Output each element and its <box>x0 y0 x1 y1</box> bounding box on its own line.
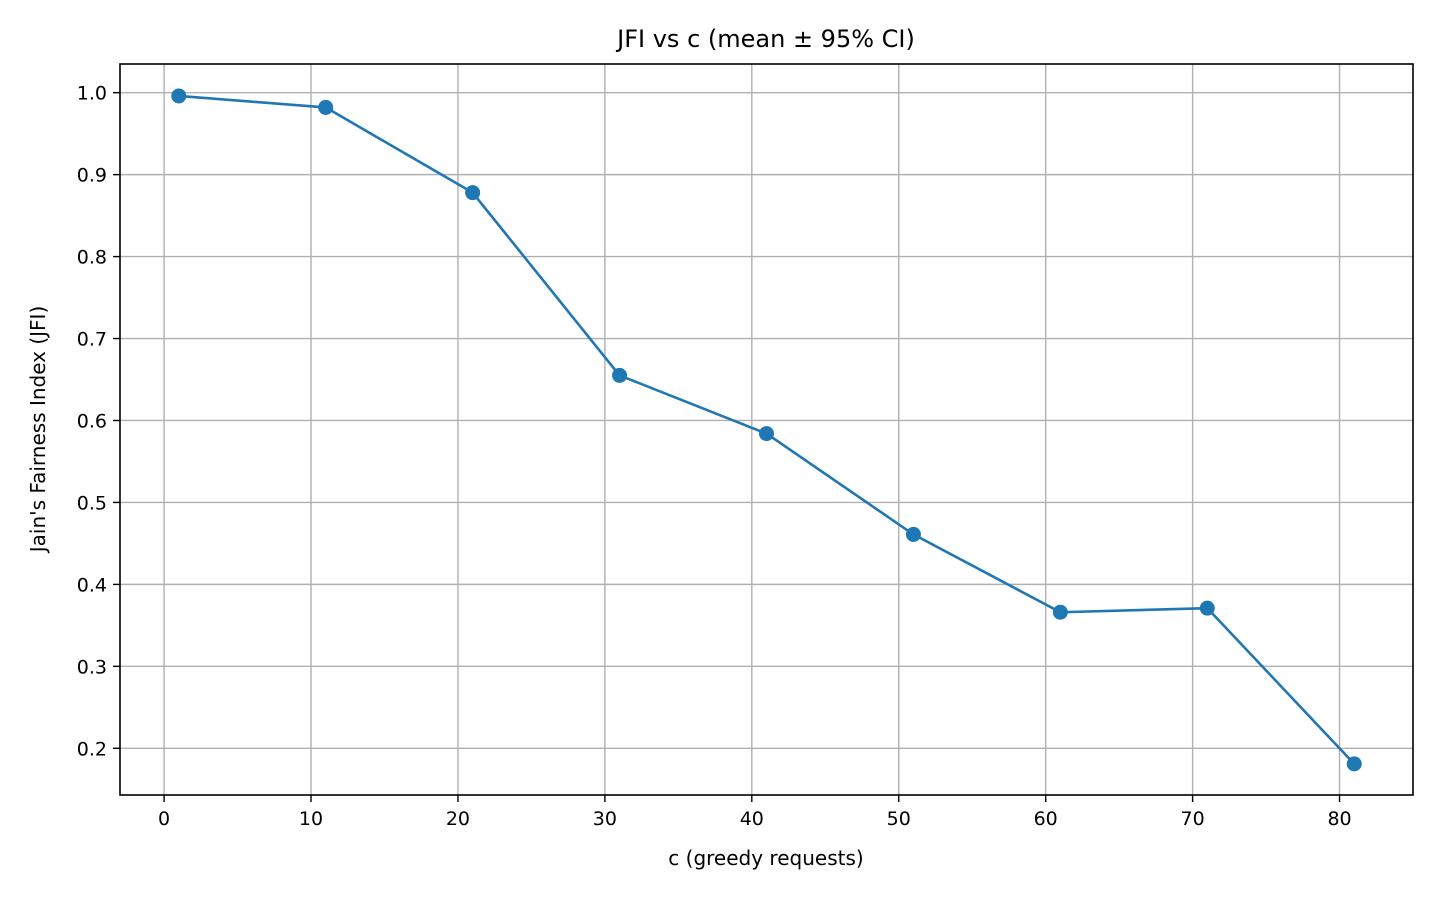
data-point <box>171 88 187 104</box>
y-tick-label: 0.6 <box>77 410 107 432</box>
data-point <box>465 185 481 201</box>
y-tick-label: 0.9 <box>77 165 107 187</box>
data-point <box>1052 604 1068 620</box>
y-tick-label: 0.2 <box>77 738 107 760</box>
x-tick-label: 60 <box>1034 808 1058 830</box>
x-tick-label: 30 <box>593 808 617 830</box>
x-tick-label: 80 <box>1327 808 1351 830</box>
x-tick-label: 20 <box>446 808 470 830</box>
x-tick-label: 70 <box>1181 808 1205 830</box>
y-tick-label: 0.4 <box>77 574 107 596</box>
y-tick-label: 0.8 <box>77 247 107 269</box>
data-point <box>1346 756 1362 772</box>
y-tick-label: 1.0 <box>77 83 107 105</box>
x-axis: 0 10 20 30 40 50 60 70 80 <box>158 795 1352 830</box>
x-tick-label: 50 <box>887 808 911 830</box>
data-point <box>905 526 921 542</box>
y-tick-label: 0.7 <box>77 329 107 351</box>
x-tick-label: 10 <box>299 808 323 830</box>
series-layer <box>171 88 1362 772</box>
plot-frame <box>119 63 1414 796</box>
data-point <box>1199 600 1215 616</box>
y-tick-label: 0.3 <box>77 656 107 678</box>
y-axis-label: Jain's Fairness Index (JFI) <box>26 306 50 555</box>
x-axis-label: c (greedy requests) <box>668 846 863 870</box>
x-tick-label: 0 <box>158 808 170 830</box>
chart-title: JFI vs c (mean ± 95% CI) <box>615 25 915 53</box>
y-axis: 0.2 0.3 0.4 0.5 0.6 0.7 0.8 0.9 1.0 <box>77 83 120 760</box>
data-point <box>318 99 334 115</box>
data-point <box>759 426 774 442</box>
data-point <box>612 367 628 383</box>
x-tick-label: 40 <box>740 808 764 830</box>
y-tick-label: 0.5 <box>77 492 107 514</box>
grid-lines <box>120 64 1413 795</box>
